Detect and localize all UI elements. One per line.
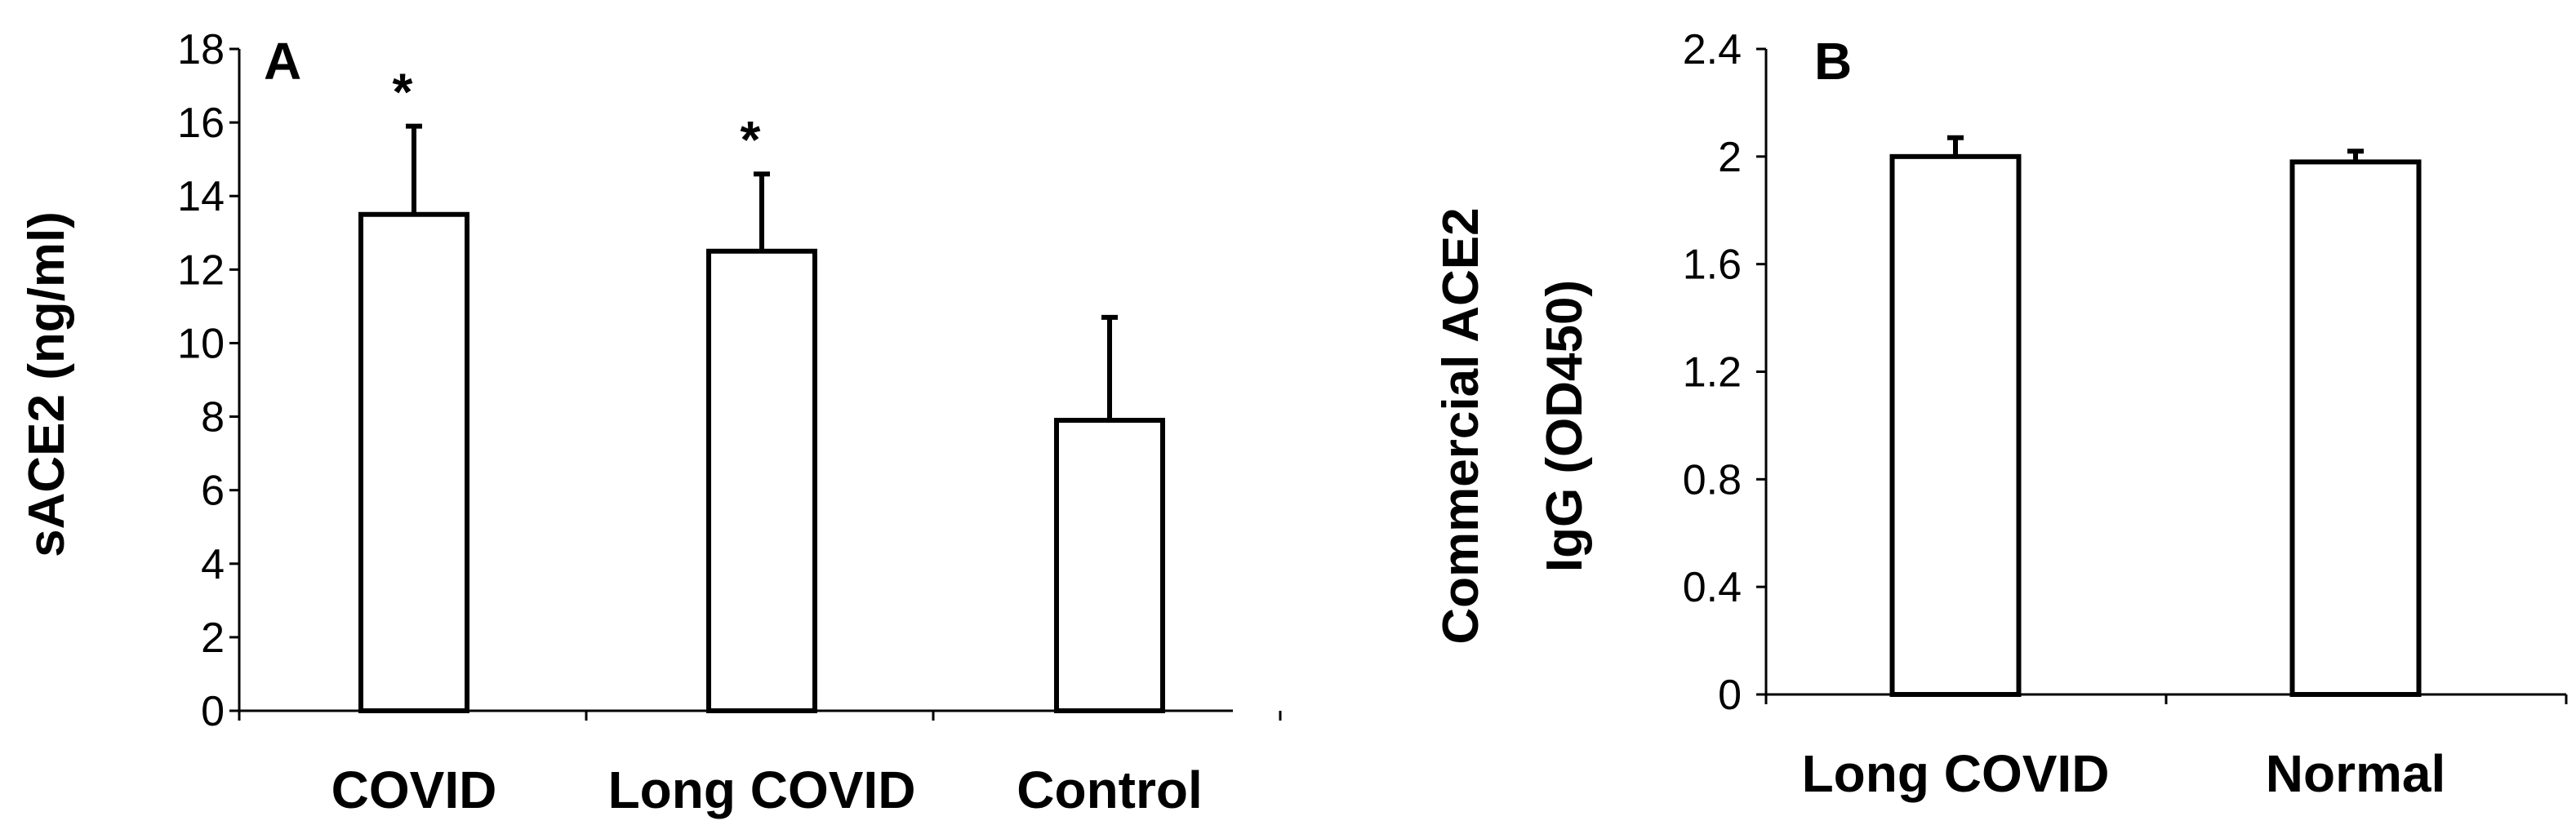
y-tick-label-b: 0.4 bbox=[1683, 564, 1742, 611]
panel-label-a: A bbox=[264, 32, 301, 91]
y-tick-label-a: 12 bbox=[177, 246, 225, 294]
category-label-a-1: Long COVID bbox=[608, 761, 916, 819]
category-label-a-2: Control bbox=[1017, 761, 1203, 819]
error-bar-b-0 bbox=[1947, 135, 1964, 157]
y-tick-label-b: 2 bbox=[1718, 134, 1742, 181]
bar-a-2 bbox=[1054, 418, 1165, 713]
y-tick-label-a: 16 bbox=[177, 100, 225, 147]
y-tick-label-b: 1.2 bbox=[1683, 349, 1742, 397]
category-label-b-1: Normal bbox=[2266, 744, 2446, 803]
error-bar-a-0 bbox=[406, 123, 422, 215]
y-tick-label-a: 0 bbox=[201, 688, 225, 735]
category-label-b-0: Long COVID bbox=[1802, 744, 2110, 803]
category-label-a-0: COVID bbox=[331, 761, 497, 819]
chart-panel-b: B Commercial ACE2 IgG (OD450) 0 0.4 0.8 1.2… bbox=[1433, 26, 2568, 803]
bar-a-1 bbox=[706, 248, 817, 713]
y-tick-label-b: 1.6 bbox=[1683, 242, 1742, 289]
bar-b-0 bbox=[1889, 153, 2022, 698]
chart-panel-a: A sACE2 (ng/ml) 0 2 4 6 8 10 12 14 16 18 * COVID * Lo… bbox=[19, 26, 1282, 819]
y-axis-label-a: sACE2 (ng/ml) bbox=[19, 211, 75, 557]
y-tick-label-b: 0.8 bbox=[1683, 456, 1742, 504]
error-bar-b-1 bbox=[2347, 149, 2364, 162]
y-tick-label-a: 6 bbox=[201, 468, 225, 515]
y-tick-label-a: 18 bbox=[177, 26, 225, 73]
error-bar-a-1 bbox=[754, 171, 770, 251]
y-tick-label-b: 2.4 bbox=[1683, 26, 1742, 73]
y-axis-label-b-line-1: Commercial ACE2 bbox=[1433, 207, 1489, 644]
bar-a-0 bbox=[358, 211, 469, 713]
bar-b-1 bbox=[2289, 159, 2422, 698]
y-tick-label-a: 8 bbox=[201, 394, 225, 441]
y-tick-label-b: 0 bbox=[1718, 672, 1742, 719]
significance-mark-a-0: * bbox=[393, 63, 413, 122]
y-tick-label-a: 14 bbox=[177, 173, 225, 220]
panel-label-b: B bbox=[1814, 32, 1852, 91]
error-bar-a-2 bbox=[1101, 314, 1118, 421]
y-tick-label-a: 10 bbox=[177, 320, 225, 367]
y-tick-label-a: 4 bbox=[201, 541, 225, 588]
y-tick-label-a: 2 bbox=[201, 614, 225, 662]
y-axis-label-b-line-2: IgG (OD450) bbox=[1537, 280, 1593, 572]
significance-mark-a-1: * bbox=[741, 110, 761, 169]
